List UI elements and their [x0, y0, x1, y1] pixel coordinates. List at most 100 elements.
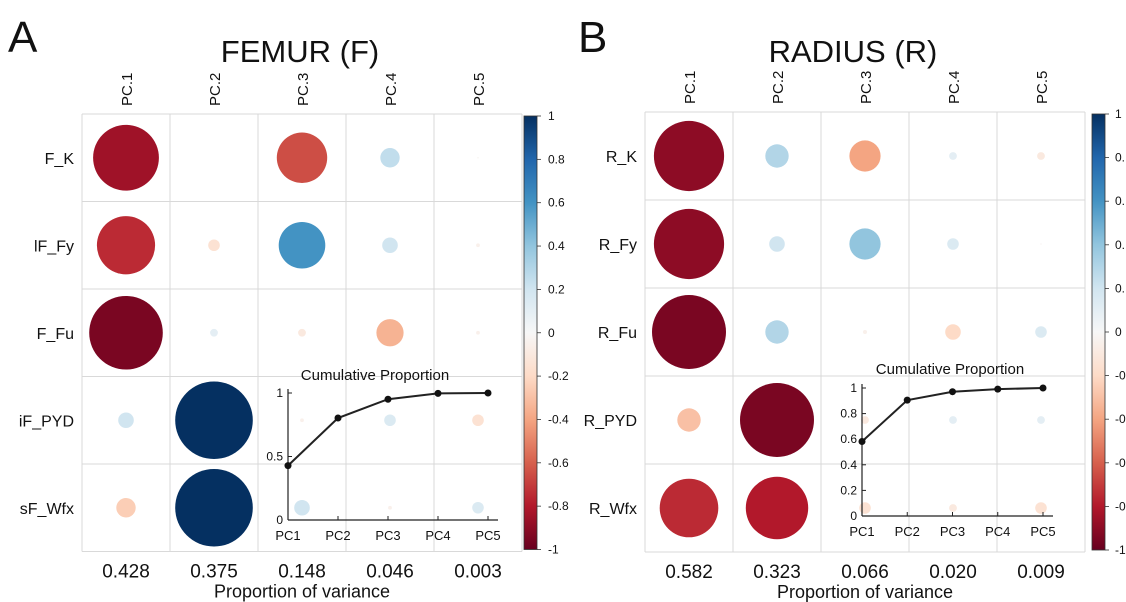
- correlation-circle: [388, 505, 392, 510]
- correlation-circle: [1040, 243, 1042, 245]
- correlation-circle: [278, 221, 326, 269]
- colorbar-tick-label: -0.: [1115, 369, 1126, 383]
- inset-title: Cumulative Proportion: [301, 367, 449, 384]
- inset-x-tick-label: PC1: [275, 528, 300, 543]
- colorbar-tick-label: -0.4: [548, 412, 569, 426]
- correlation-circle: [300, 418, 304, 423]
- correlation-circle: [476, 330, 480, 335]
- x-axis-label: Proportion of variance: [214, 582, 390, 602]
- correlation-circle: [93, 124, 159, 191]
- inset-point: [949, 388, 956, 396]
- correlation-circle: [89, 295, 163, 370]
- correlation-circle: [653, 120, 725, 192]
- inset-y-tick-label: 0: [276, 513, 283, 527]
- inset-point: [434, 389, 442, 397]
- inset-y-tick-label: 0.6: [840, 432, 857, 446]
- inset-point: [334, 414, 342, 422]
- colorbar-tick-label: 0: [1115, 325, 1122, 339]
- colorbar-tick-label: 1: [1115, 107, 1122, 121]
- column-label: PC.3: [295, 73, 312, 106]
- correlation-circle: [476, 243, 480, 248]
- inset-y-tick-label: 0.8: [840, 407, 857, 421]
- inset-y-tick-label: 0: [850, 509, 857, 523]
- colorbar-tick-label: 0.4: [548, 239, 565, 253]
- colorbar: [523, 115, 538, 550]
- colorbar-tick-label: 0.2: [548, 282, 565, 296]
- correlation-circle: [659, 478, 719, 538]
- correlation-circle: [849, 228, 881, 260]
- colorbar-tick-label: -0.: [1115, 412, 1126, 426]
- correlation-circle: [376, 319, 404, 347]
- inset-y-tick-label: 0.2: [840, 483, 857, 497]
- inset-x-tick-label: PC3: [940, 524, 965, 539]
- correlation-circle: [96, 216, 156, 275]
- inset-x-tick-label: PC3: [375, 528, 400, 543]
- inset-point: [1039, 384, 1047, 392]
- correlation-circle: [1037, 416, 1045, 424]
- column-label: PC.3: [858, 71, 875, 104]
- colorbar-tick-label: 0.: [1115, 194, 1125, 208]
- correlation-circle: [384, 414, 396, 427]
- colorbar-tick-label: -0.: [1115, 499, 1126, 513]
- inset-x-tick-label: PC4: [985, 524, 1010, 539]
- correlation-circle: [765, 320, 789, 344]
- correlation-circle: [949, 504, 957, 512]
- inset-series-line: [287, 392, 489, 467]
- colorbar-tick-label: 0.8: [548, 152, 565, 166]
- column-label: PC.4: [946, 71, 963, 104]
- variance-value: 0.148: [278, 562, 326, 583]
- row-label: R_PYD: [584, 413, 637, 430]
- correlation-circle: [1035, 502, 1047, 514]
- correlation-circle: [745, 476, 809, 540]
- column-label: PC.1: [119, 73, 136, 106]
- panel-letter: B: [578, 13, 607, 62]
- variance-value: 0.428: [102, 562, 150, 583]
- inset-series-line: [861, 387, 1044, 443]
- inset-point: [384, 395, 392, 403]
- panel-letter: A: [8, 13, 38, 62]
- inset-x-tick-label: PC5: [475, 528, 500, 543]
- colorbar-tick-label: 1: [548, 109, 555, 123]
- colorbar-tick-label: -0.: [1115, 456, 1126, 470]
- colorbar-tick-label: 0.: [1115, 281, 1125, 295]
- variance-value: 0.323: [753, 562, 801, 583]
- correlation-circle: [945, 324, 961, 340]
- correlation-circle: [947, 238, 959, 250]
- correlation-circle: [118, 412, 134, 429]
- correlation-circle: [116, 498, 136, 518]
- colorbar-tick-label: -0.2: [548, 369, 569, 383]
- inset-point: [994, 385, 1002, 393]
- panel-title: FEMUR (F): [221, 34, 379, 69]
- column-label: PC.2: [770, 71, 787, 104]
- correlation-circle: [740, 383, 814, 457]
- colorbar-tick-label: -0.6: [548, 456, 569, 470]
- inset-point: [284, 462, 292, 470]
- variance-value: 0.009: [1017, 562, 1065, 583]
- inset-title: Cumulative Proportion: [876, 361, 1024, 378]
- variance-value: 0.375: [190, 562, 238, 583]
- row-label: R_Wfx: [589, 501, 637, 518]
- inset-y-tick-label: 0.4: [840, 458, 857, 472]
- correlation-circle: [477, 156, 479, 159]
- correlation-circle: [653, 208, 725, 280]
- column-label: PC.1: [682, 71, 699, 104]
- column-label: PC.5: [471, 73, 488, 106]
- correlation-circle: [652, 295, 726, 369]
- femur-panel: A FEMUR (F) PC.1 PC.2 PC.3 PC.4 PC.5 F_K lF_Fy F_…: [8, 13, 569, 602]
- correlation-circle: [1035, 326, 1047, 338]
- inset-x-tick-label: PC2: [325, 528, 350, 543]
- colorbar-tick-label: 0.: [1115, 151, 1125, 165]
- correlation-circle: [380, 148, 400, 168]
- correlation-circle: [175, 381, 253, 460]
- correlation-circle: [769, 236, 785, 252]
- correlation-circle: [859, 502, 871, 514]
- inset-y-tick-label: 0.5: [266, 450, 283, 464]
- colorbar-tick-label: -1: [1115, 543, 1126, 557]
- inset-point: [858, 438, 866, 446]
- inset-y-tick-label: 1: [276, 386, 283, 400]
- row-label: R_Fy: [599, 237, 637, 254]
- row-label: F_Fu: [37, 326, 74, 343]
- correlation-circle: [208, 239, 220, 252]
- x-axis-label: Proportion of variance: [777, 582, 953, 602]
